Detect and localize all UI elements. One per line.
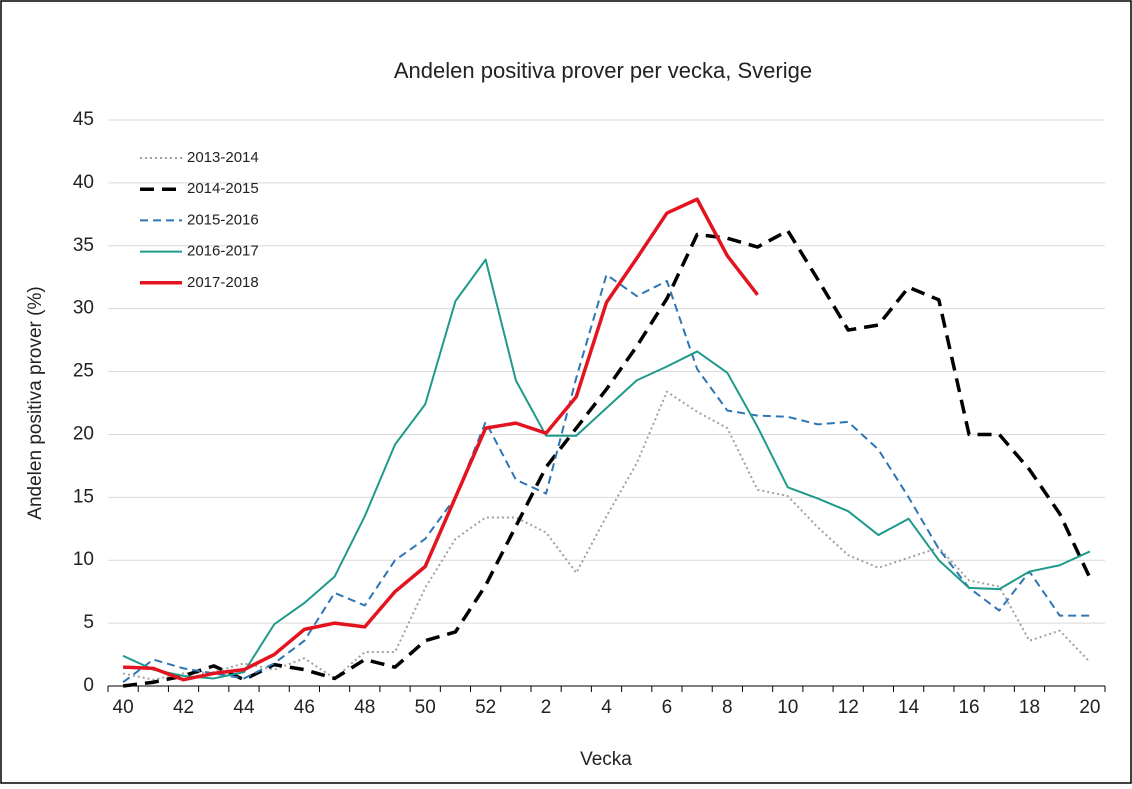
x-tick-label: 14 bbox=[898, 697, 920, 718]
legend-label: 2014-2015 bbox=[187, 180, 259, 197]
x-tick-label: 18 bbox=[1019, 697, 1040, 718]
legend-label: 2013-2014 bbox=[187, 149, 259, 166]
x-tick-label: 6 bbox=[662, 697, 673, 718]
x-tick-label: 48 bbox=[354, 697, 375, 718]
x-tick-label: 46 bbox=[294, 697, 315, 718]
x-tick-label: 10 bbox=[777, 697, 798, 718]
y-tick-label: 0 bbox=[83, 675, 94, 696]
y-tick-label: 35 bbox=[73, 235, 94, 256]
series-line bbox=[122, 258, 1091, 680]
chart-title: Andelen positiva prover per vecka, Sveri… bbox=[394, 58, 812, 83]
legend-label: 2016-2017 bbox=[187, 243, 259, 260]
x-tick-label: 44 bbox=[233, 697, 255, 718]
series-line bbox=[123, 197, 759, 682]
x-tick-label: 20 bbox=[1079, 697, 1100, 718]
x-tick-label: 42 bbox=[173, 697, 194, 718]
y-tick-label: 30 bbox=[73, 298, 94, 319]
x-tick-label: 8 bbox=[722, 697, 733, 718]
series-line bbox=[122, 273, 1090, 684]
legend-label: 2017-2018 bbox=[187, 274, 259, 291]
x-tick-label: 12 bbox=[838, 697, 859, 718]
series-line bbox=[122, 228, 1092, 688]
series-line bbox=[122, 390, 1091, 681]
x-tick-label: 2 bbox=[541, 697, 552, 718]
y-axis-label: Andelen positiva prover (%) bbox=[25, 286, 46, 519]
x-axis-label: Vecka bbox=[580, 749, 632, 770]
y-tick-label: 45 bbox=[73, 109, 94, 130]
legend-label: 2015-2016 bbox=[187, 211, 259, 228]
x-tick-label: 16 bbox=[958, 697, 979, 718]
x-tick-label: 52 bbox=[475, 697, 496, 718]
y-tick-label: 15 bbox=[73, 486, 94, 507]
x-tick-label: 50 bbox=[415, 697, 436, 718]
y-tick-label: 10 bbox=[73, 549, 94, 570]
y-tick-label: 20 bbox=[73, 423, 94, 444]
x-tick-label: 4 bbox=[601, 697, 612, 718]
y-tick-label: 5 bbox=[83, 612, 94, 633]
y-tick-label: 25 bbox=[73, 361, 94, 382]
y-tick-label: 40 bbox=[73, 172, 94, 193]
x-tick-label: 40 bbox=[113, 697, 134, 718]
